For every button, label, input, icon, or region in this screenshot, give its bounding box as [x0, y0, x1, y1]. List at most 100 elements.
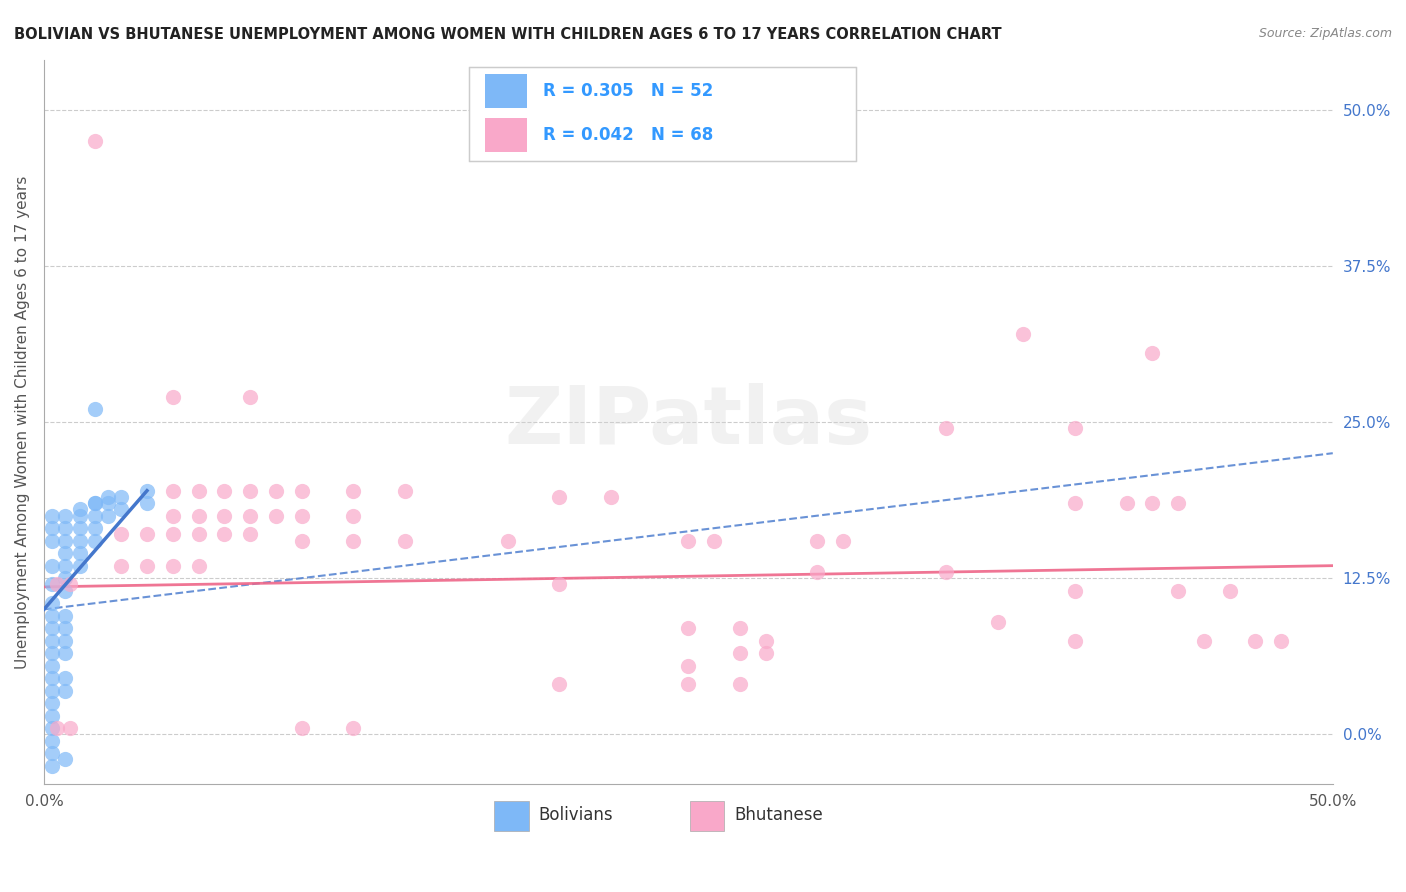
- Point: [110, 558, 132, 573]
- Point: [41, 721, 63, 735]
- Point: [53, 621, 76, 635]
- Point: [187, 483, 209, 498]
- Point: [53, 508, 76, 523]
- Point: [264, 508, 287, 523]
- Point: [239, 508, 262, 523]
- Point: [1167, 583, 1189, 598]
- Point: [214, 508, 236, 523]
- Point: [1064, 496, 1087, 510]
- Point: [41, 696, 63, 710]
- Point: [53, 646, 76, 660]
- Point: [162, 390, 184, 404]
- Point: [239, 527, 262, 541]
- Point: [1064, 421, 1087, 435]
- Point: [136, 483, 159, 498]
- Point: [53, 533, 76, 548]
- Point: [728, 646, 751, 660]
- Point: [41, 621, 63, 635]
- Point: [53, 571, 76, 585]
- Point: [69, 502, 91, 516]
- Point: [41, 608, 63, 623]
- Point: [187, 508, 209, 523]
- Point: [214, 483, 236, 498]
- Point: [84, 521, 107, 535]
- Point: [53, 558, 76, 573]
- Point: [110, 527, 132, 541]
- Point: [69, 558, 91, 573]
- Point: [53, 752, 76, 766]
- Point: [69, 546, 91, 560]
- Point: [136, 496, 159, 510]
- Point: [162, 527, 184, 541]
- Point: [84, 496, 107, 510]
- Point: [41, 508, 63, 523]
- Point: [703, 533, 725, 548]
- Point: [84, 533, 107, 548]
- Point: [291, 508, 314, 523]
- Point: [53, 608, 76, 623]
- Point: [41, 633, 63, 648]
- Point: [832, 533, 855, 548]
- Point: [41, 533, 63, 548]
- Point: [291, 533, 314, 548]
- Point: [136, 558, 159, 573]
- Point: [45, 721, 67, 735]
- Point: [1115, 496, 1137, 510]
- Point: [1167, 496, 1189, 510]
- Point: [935, 421, 957, 435]
- Point: [548, 577, 571, 591]
- Point: [41, 733, 63, 747]
- Point: [264, 483, 287, 498]
- Point: [53, 683, 76, 698]
- Point: [187, 558, 209, 573]
- Point: [1219, 583, 1241, 598]
- Point: [69, 508, 91, 523]
- Point: [53, 583, 76, 598]
- Point: [1244, 633, 1267, 648]
- Point: [110, 502, 132, 516]
- Point: [1192, 633, 1215, 648]
- Point: [84, 496, 107, 510]
- Point: [84, 508, 107, 523]
- Point: [97, 490, 120, 504]
- Point: [755, 633, 778, 648]
- Text: Source: ZipAtlas.com: Source: ZipAtlas.com: [1258, 27, 1392, 40]
- Point: [41, 708, 63, 723]
- Point: [41, 521, 63, 535]
- Point: [162, 483, 184, 498]
- Point: [84, 134, 107, 148]
- Point: [394, 533, 416, 548]
- Point: [41, 658, 63, 673]
- Point: [41, 558, 63, 573]
- Point: [1064, 583, 1087, 598]
- Point: [110, 490, 132, 504]
- Point: [678, 621, 700, 635]
- Point: [728, 677, 751, 691]
- Point: [342, 533, 364, 548]
- Point: [600, 490, 623, 504]
- Point: [41, 746, 63, 760]
- Point: [291, 483, 314, 498]
- Point: [239, 390, 262, 404]
- Point: [69, 521, 91, 535]
- Point: [1142, 496, 1164, 510]
- Point: [162, 558, 184, 573]
- Point: [41, 646, 63, 660]
- Point: [97, 496, 120, 510]
- Point: [53, 633, 76, 648]
- Point: [41, 671, 63, 685]
- Point: [678, 533, 700, 548]
- Point: [291, 721, 314, 735]
- Point: [187, 527, 209, 541]
- Y-axis label: Unemployment Among Women with Children Ages 6 to 17 years: Unemployment Among Women with Children A…: [15, 175, 30, 669]
- Point: [987, 615, 1010, 629]
- Point: [1142, 346, 1164, 360]
- Point: [1012, 327, 1035, 342]
- Point: [41, 577, 63, 591]
- Point: [1270, 633, 1292, 648]
- Text: BOLIVIAN VS BHUTANESE UNEMPLOYMENT AMONG WOMEN WITH CHILDREN AGES 6 TO 17 YEARS : BOLIVIAN VS BHUTANESE UNEMPLOYMENT AMONG…: [14, 27, 1001, 42]
- Point: [59, 721, 82, 735]
- Point: [84, 402, 107, 417]
- Point: [41, 683, 63, 698]
- Point: [214, 527, 236, 541]
